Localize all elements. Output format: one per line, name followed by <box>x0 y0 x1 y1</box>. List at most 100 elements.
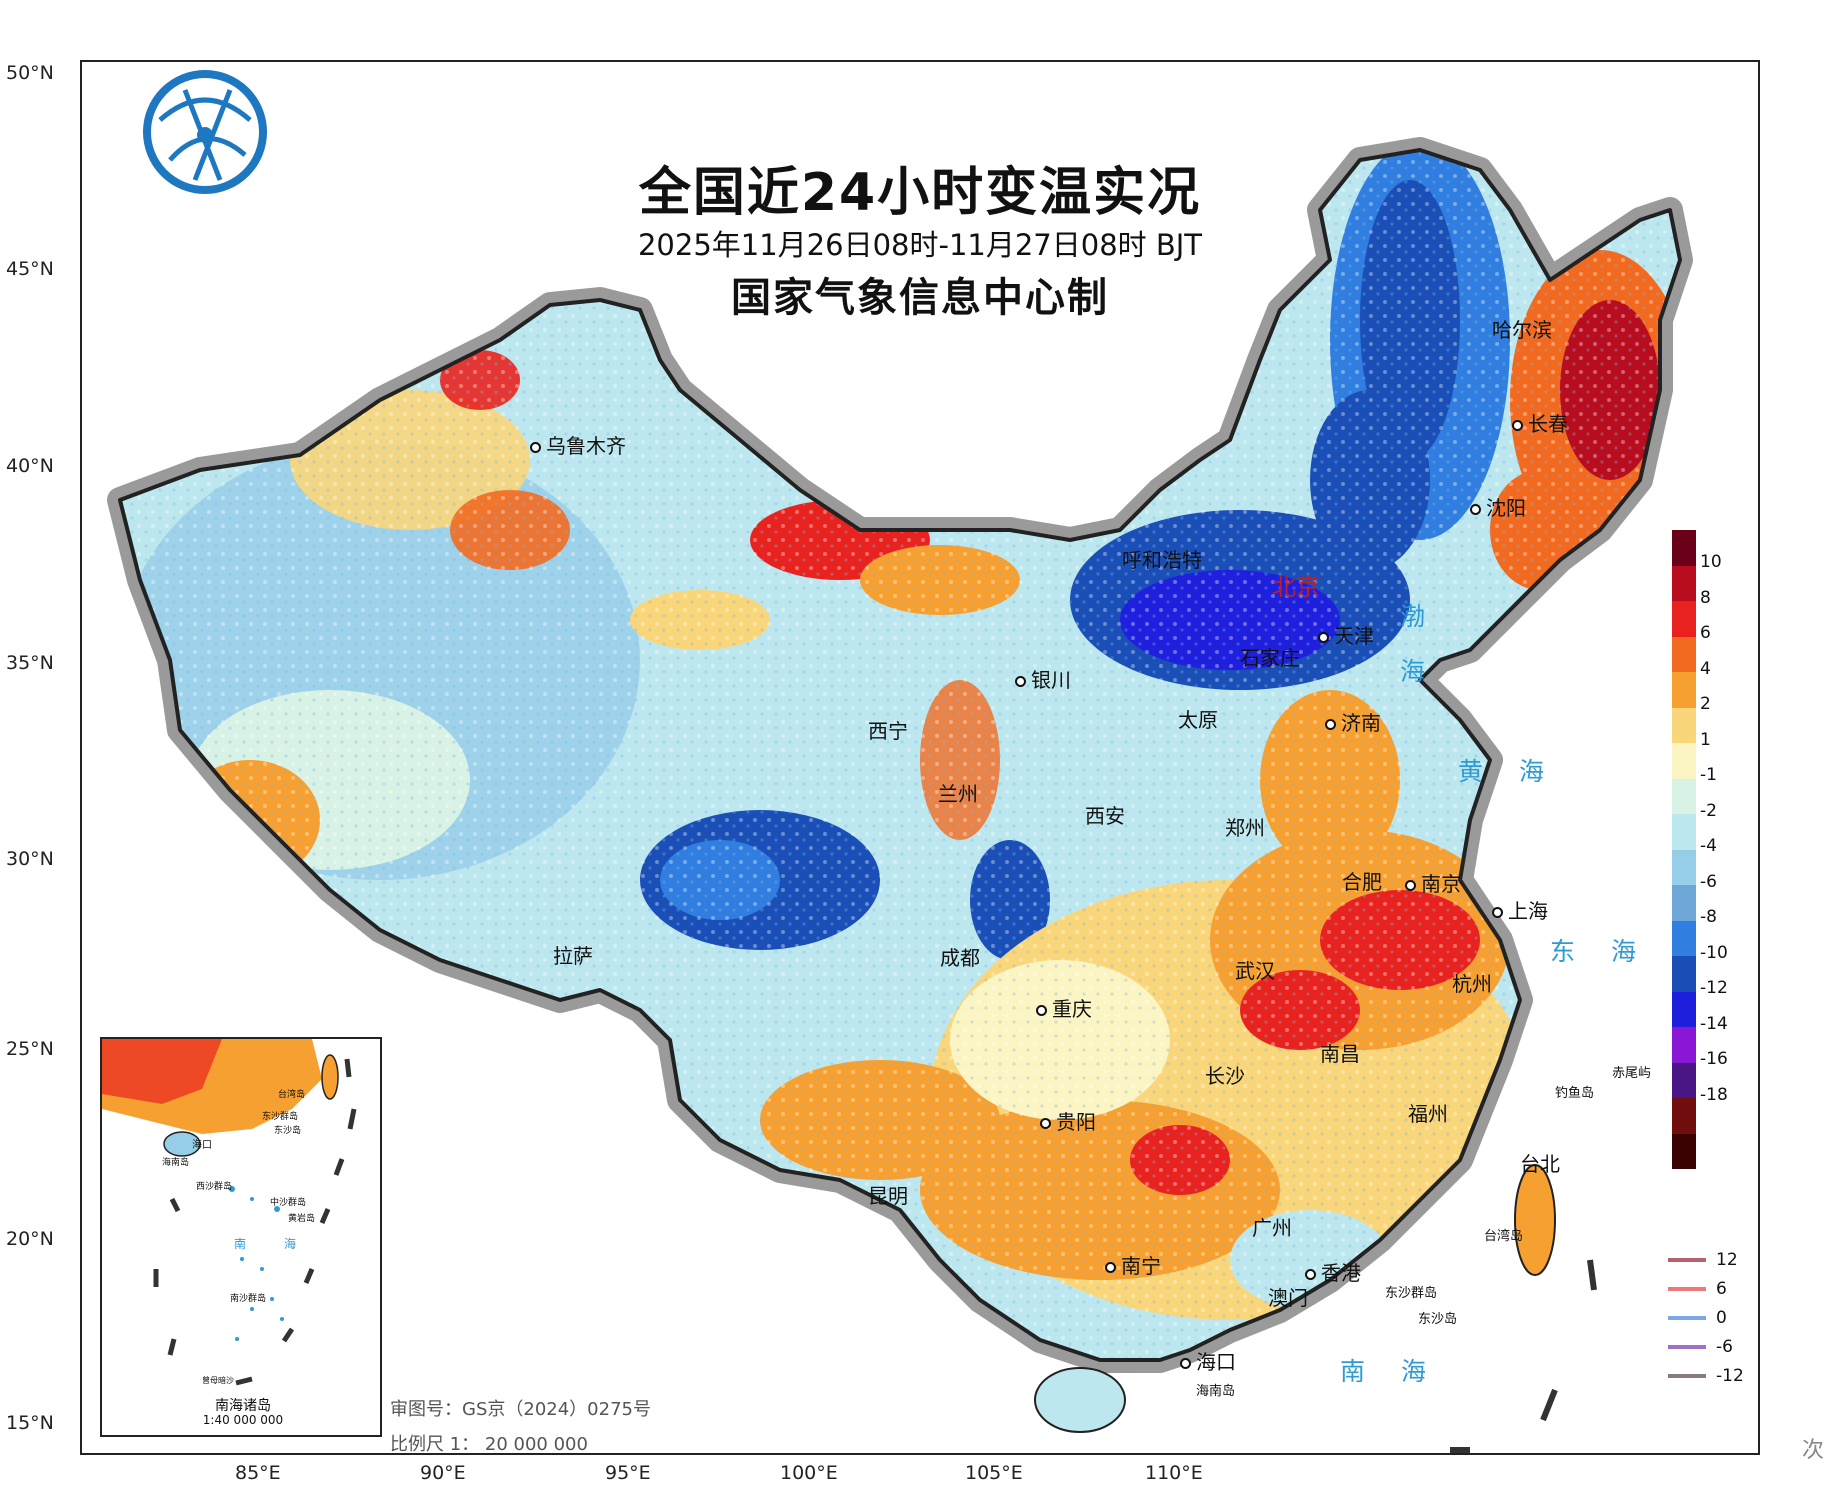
city-dot-icon <box>1470 504 1481 515</box>
city-fuzhou: 福州 <box>1408 1102 1448 1126</box>
legend-label: 6 <box>1700 623 1711 643</box>
city-guangzhou: 广州 <box>1252 1216 1292 1240</box>
city-dot-icon <box>1105 1262 1116 1273</box>
lat-label: 40°N <box>6 455 54 477</box>
legend-label: -16 <box>1700 1049 1728 1069</box>
city-dot-icon <box>1180 1358 1191 1369</box>
city-tianjin: 天津 <box>1318 620 1374 649</box>
isoline-legend-item: -6 <box>1668 1337 1733 1357</box>
inset-label: 南沙群岛 <box>230 1294 267 1304</box>
legend-swatch <box>1672 672 1696 708</box>
lat-label: 45°N <box>6 258 54 280</box>
temperature-map <box>107 70 1693 1453</box>
city-chongqing: 重庆 <box>1036 993 1092 1022</box>
lon-label: 95°E <box>605 1462 651 1484</box>
label-dongsha-island: 东沙岛 <box>1418 1312 1458 1327</box>
lat-label: 30°N <box>6 848 54 870</box>
inset-label: 黄岩岛 <box>288 1214 316 1224</box>
city-guiyang: 贵阳 <box>1040 1106 1096 1135</box>
legend-swatch <box>1672 707 1696 743</box>
legend-swatch <box>1672 1098 1696 1134</box>
isoline-swatch <box>1668 1374 1706 1378</box>
legend-label: 10 <box>1700 552 1722 572</box>
city-taipei: 台北 <box>1520 1152 1560 1176</box>
legend-swatch <box>1672 565 1696 601</box>
inset-label: 中沙群岛 <box>270 1198 307 1208</box>
city-zhengzhou: 郑州 <box>1225 816 1265 840</box>
city-changsha: 长沙 <box>1205 1064 1245 1088</box>
isoline-value: -6 <box>1716 1337 1733 1357</box>
legend-swatch <box>1672 885 1696 921</box>
city-dot-icon <box>1305 1269 1316 1280</box>
inset-label: 曾母暗沙 <box>202 1376 234 1385</box>
city-jinan: 济南 <box>1325 707 1381 736</box>
legend-label: 1 <box>1700 729 1711 750</box>
isoline-value: 6 <box>1716 1279 1727 1299</box>
city-lanzhou: 兰州 <box>938 782 978 806</box>
isoline-value: 0 <box>1716 1308 1727 1328</box>
inset-label: 海口 <box>192 1140 212 1151</box>
legend-swatch <box>1672 1133 1696 1169</box>
city-nanjing: 南京 <box>1405 868 1461 897</box>
city-dot-icon <box>1036 1005 1047 1016</box>
map-period: 2025年11月26日08时-11月27日08时 BJT <box>637 228 1203 262</box>
city-dot-icon <box>530 442 541 453</box>
city-changchun: 长春 <box>1512 408 1568 437</box>
isoline-legend-item: 12 <box>1668 1250 1738 1270</box>
legend-label: -1 <box>1700 765 1717 785</box>
city-wuhan: 武汉 <box>1235 959 1275 983</box>
city-haikou: 海口 <box>1180 1346 1236 1375</box>
legend-label: -4 <box>1700 836 1717 856</box>
cma-logo-icon <box>143 70 267 194</box>
review-number: 审图号：GS京（2024）0275号 <box>390 1399 651 1420</box>
inset-map <box>102 1039 357 1386</box>
inset-label: 海南岛 <box>162 1158 190 1168</box>
lat-label: 15°N <box>6 1412 54 1434</box>
city-kunming: 昆明 <box>868 1184 908 1208</box>
legend-label: -2 <box>1700 800 1717 821</box>
sea-yellow: 黄 海 <box>1458 757 1558 786</box>
isoline-legend-item: -12 <box>1668 1366 1744 1386</box>
city-lhasa: 拉萨 <box>553 944 593 968</box>
city-chengdu: 成都 <box>940 946 980 970</box>
label-diaoyu: 钓鱼岛 <box>1555 1086 1595 1101</box>
city-dot-icon <box>1325 719 1336 730</box>
south-china-sea-inset: 台湾岛 东沙群岛 东沙岛 海口 海南岛 西沙群岛 中沙群岛 黄岩岛 南 海 南沙… <box>100 1037 382 1437</box>
city-harbin: 哈尔滨 <box>1492 318 1552 342</box>
label-taiwan-island: 台湾岛 <box>1484 1229 1524 1244</box>
city-hohhot: 呼和浩特 <box>1122 548 1202 572</box>
legend-label: 2 <box>1700 694 1711 714</box>
lat-label: 20°N <box>6 1228 54 1250</box>
legend-label: -12 <box>1700 978 1728 998</box>
sea-east: 东 海 <box>1550 937 1650 966</box>
scale-text: 比例尺 1： 20 000 000 <box>390 1434 588 1455</box>
isoline-swatch <box>1668 1316 1706 1320</box>
legend-label: 4 <box>1700 658 1711 679</box>
city-shanghai: 上海 <box>1492 895 1548 924</box>
city-hongkong: 香港 <box>1305 1257 1361 1286</box>
legend-swatch <box>1672 601 1696 637</box>
city-dot-icon <box>1318 632 1329 643</box>
color-scale-legend <box>1672 530 1696 1169</box>
map-producer: 国家气象信息中心制 <box>731 275 1109 321</box>
inset-title: 南海诸岛 <box>215 1398 271 1414</box>
legend-label: -6 <box>1700 871 1717 892</box>
city-shijiazhuang: 石家庄 <box>1240 646 1300 670</box>
legend-swatch <box>1672 1062 1696 1098</box>
city-dot-icon <box>1040 1118 1051 1129</box>
legend-label: -10 <box>1700 942 1728 963</box>
inset-label: 东沙群岛 <box>262 1112 299 1122</box>
label-chiwei: 赤尾屿 <box>1612 1066 1652 1081</box>
city-yinchuan: 银川 <box>1015 664 1071 693</box>
isoline-swatch <box>1668 1287 1706 1291</box>
city-nanchang: 南昌 <box>1320 1042 1360 1066</box>
sea-south: 南 海 <box>1340 1357 1440 1386</box>
lon-label: 100°E <box>780 1462 838 1484</box>
legend-swatch <box>1672 849 1696 885</box>
legend-swatch <box>1672 956 1696 992</box>
city-dot-icon <box>1015 676 1026 687</box>
inset-label: 南 <box>234 1237 247 1251</box>
city-shenyang: 沈阳 <box>1470 492 1526 521</box>
legend-swatch <box>1672 778 1696 814</box>
legend-label: -18 <box>1700 1084 1728 1105</box>
